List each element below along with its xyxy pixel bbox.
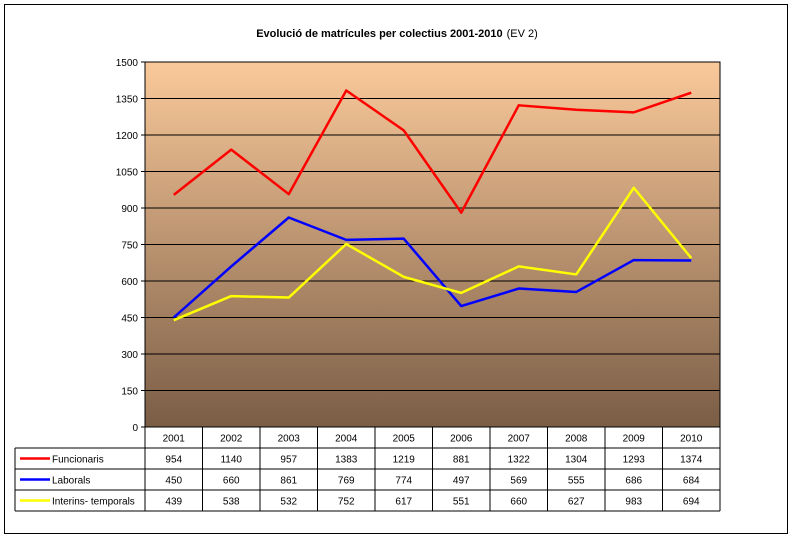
data-label: 861 (280, 476, 297, 487)
data-label: 439 (165, 497, 182, 508)
x-category-label: 2003 (278, 434, 301, 445)
series-line-1 (172, 89, 692, 214)
data-label: 957 (280, 455, 297, 466)
data-label: 497 (453, 476, 470, 487)
legend-label: Laborals (52, 476, 90, 487)
data-label: 551 (453, 497, 470, 508)
y-tick-label: 300 (121, 350, 138, 361)
x-category-label: 2007 (508, 434, 531, 445)
data-label: 694 (683, 497, 700, 508)
y-tick-label: 750 (121, 241, 138, 252)
data-label: 1374 (680, 455, 703, 466)
y-tick-label: 900 (121, 204, 138, 215)
data-label: 752 (338, 497, 355, 508)
series-line-3 (173, 186, 693, 322)
y-tick-label: 1050 (116, 168, 139, 179)
data-label: 684 (683, 476, 700, 487)
data-label: 532 (280, 497, 297, 508)
data-label: 1304 (565, 455, 588, 466)
data-label: 1293 (623, 455, 646, 466)
data-label: 1322 (508, 455, 531, 466)
data-label: 450 (165, 476, 182, 487)
data-label: 1140 (220, 455, 242, 466)
series-line-2 (172, 216, 692, 319)
x-category-label: 2010 (680, 434, 703, 445)
chart-title: Evolució de matrícules per colectius 200… (256, 28, 538, 40)
data-label: 627 (568, 497, 585, 508)
y-tick-label: 0 (132, 423, 138, 434)
data-table: 2001 2002 2003 2004 2005 2006 2007 2008 2009 2010… (14, 426, 721, 512)
data-label: 774 (395, 476, 412, 487)
data-label: 1383 (335, 455, 358, 466)
chart-svg: Evolució de matrícules per colectius 200… (14, 28, 721, 512)
data-label: 569 (510, 476, 527, 487)
data-label: 555 (568, 476, 585, 487)
x-category-label: 2009 (623, 434, 646, 445)
y-tick-label: 1350 (116, 95, 139, 106)
y-tick-label: 150 (121, 387, 138, 398)
legend-label: Funcionaris (52, 455, 104, 466)
x-category-label: 2002 (220, 434, 243, 445)
data-label: 660 (510, 497, 527, 508)
plot-area: 0 150 300 450 600 750 900 1050 1200 1350 1500 (116, 58, 721, 434)
y-tick-label: 1200 (116, 131, 139, 142)
y-tick-label: 450 (121, 314, 138, 325)
y-tick-label: 1500 (116, 58, 139, 69)
x-category-label: 2005 (393, 434, 416, 445)
x-category-label: 2008 (565, 434, 588, 445)
legend-label: Interins- temporals (52, 497, 135, 508)
x-category-label: 2004 (335, 434, 358, 445)
x-category-label: 2006 (450, 434, 473, 445)
data-label: 660 (223, 476, 240, 487)
y-tick-label: 600 (121, 277, 138, 288)
data-label: 983 (625, 497, 642, 508)
data-label: 1219 (393, 455, 416, 466)
data-label: 686 (625, 476, 642, 487)
x-category-label: 2001 (163, 434, 186, 445)
data-label: 769 (338, 476, 355, 487)
data-label: 954 (165, 455, 182, 466)
data-label: 538 (223, 497, 240, 508)
data-label: 881 (453, 455, 470, 466)
data-label: 617 (395, 497, 412, 508)
chart-frame: Evolució de matrícules per colectius 200… (4, 4, 788, 534)
